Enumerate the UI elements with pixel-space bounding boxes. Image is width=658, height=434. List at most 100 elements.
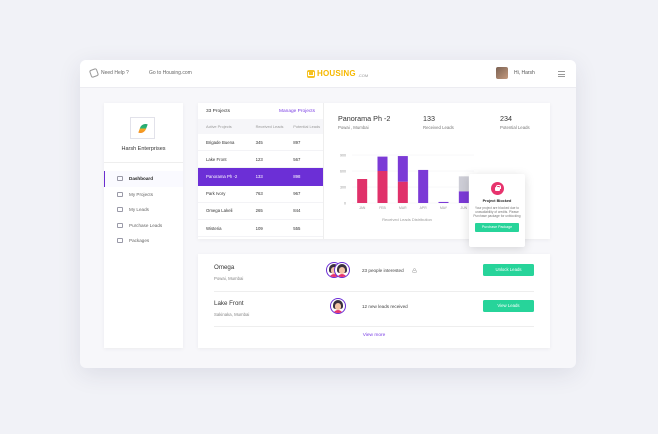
sidebar-item-label: My Projects — [129, 191, 153, 197]
user-menu[interactable]: Hi, Harsh — [496, 67, 535, 79]
chart-bar — [377, 156, 388, 171]
hamburger-menu-icon[interactable] — [558, 71, 565, 77]
table-row[interactable]: Lake Front 123 567 — [198, 151, 323, 169]
potential-leads-label: Potential Leads — [500, 125, 530, 130]
sidebar-nav: Dashboard My Projects My Leads Purchase … — [104, 171, 183, 249]
goto-housing-link[interactable]: Go to Housing.com — [149, 70, 192, 76]
chart-bar — [397, 181, 408, 203]
dashboard-icon — [117, 176, 123, 182]
received-leads: 123 — [255, 156, 263, 162]
chart-bar — [438, 201, 449, 203]
potential-leads: 897 — [293, 139, 301, 145]
lead-location: Sakinaka, Mumbai — [214, 312, 250, 317]
purchase-package-button[interactable]: Purchase Package — [475, 222, 519, 232]
table-column-headers: Active Projects Received Leads Potential… — [198, 119, 323, 134]
sidebar-item-label: Purchase Leads — [129, 222, 163, 228]
company-name: Harsh Enterprises — [121, 146, 166, 152]
table-row[interactable]: Wisteria 109 555 — [198, 220, 323, 238]
top-bar: Need Help ? Go to Housing.com HOUSING .C… — [80, 60, 576, 88]
help-label: Need Help ? — [101, 70, 129, 76]
project-location: Powai , Mumbai — [338, 125, 369, 130]
sidebar-item-my-leads[interactable]: My Leads — [104, 202, 183, 218]
projects-count: 33 Projects — [206, 108, 230, 114]
x-tick-label: FEB — [379, 206, 386, 210]
user-avatar — [496, 67, 508, 79]
potential-leads-value: 234 — [500, 114, 512, 123]
column-header: Active Projects — [206, 124, 232, 129]
logo-suffix: .COM — [357, 72, 369, 78]
app-window: Need Help ? Go to Housing.com HOUSING .C… — [80, 60, 576, 368]
avatar — [334, 262, 350, 278]
leads-card: Omega Powai, Mumbai 23 people interested… — [198, 254, 550, 348]
table-row[interactable]: Park Ivory 763 967 — [198, 186, 323, 203]
projects-table: 33 Projects Manage Projects Active Proje… — [198, 103, 324, 239]
column-header: Potential Leads — [293, 124, 321, 129]
received-leads: 345 — [255, 139, 263, 145]
column-header: Received Leads — [255, 124, 284, 129]
lock-icon — [490, 182, 504, 195]
x-axis-label: Received Leads Distribution — [382, 217, 432, 222]
help-icon — [88, 67, 100, 79]
sidebar-item-dashboard[interactable]: Dashboard — [104, 171, 183, 187]
view-leads-button[interactable]: View Leads — [483, 300, 534, 312]
sidebar-divider — [104, 162, 183, 163]
sidebar-item-packages[interactable]: Packages — [104, 233, 183, 249]
chart-bar — [458, 191, 469, 203]
table-row[interactable]: Omega Lakeli 265 844 — [198, 203, 323, 220]
lead-note: 23 people interested — [362, 268, 404, 273]
received-leads: 265 — [255, 208, 263, 214]
user-greeting: Hi, Harsh — [514, 70, 535, 76]
received-leads-label: Received Leads — [423, 125, 454, 130]
project-name: Lake Front — [206, 156, 227, 162]
view-more-link[interactable]: View more — [362, 333, 386, 338]
housing-logo[interactable]: HOUSING .COM — [307, 69, 368, 78]
potential-leads: 567 — [293, 156, 301, 162]
leads-bar-chart: 0 300 600 900 JAN FEB MAR APR MAY JUN Received Lea… — [340, 153, 474, 222]
sidebar: Harsh Enterprises Dashboard My Projects … — [104, 103, 183, 348]
lead-project-name: Omega — [214, 264, 235, 271]
sidebar-item-my-projects[interactable]: My Projects — [104, 187, 183, 203]
x-tick-label: JAN — [359, 206, 366, 210]
table-row-selected[interactable]: Panorama Ph -2 133 898 — [198, 168, 323, 186]
project-name: Panorama Ph -2 — [206, 173, 238, 179]
received-leads-value: 133 — [423, 114, 435, 123]
project-name: Park Ivory — [206, 191, 226, 197]
potential-leads: 898 — [293, 173, 301, 179]
projects-icon — [117, 191, 123, 197]
x-tick-label: MAR — [399, 206, 407, 210]
project-name: Omega Lakeli — [206, 208, 233, 214]
home-logo-icon — [307, 69, 315, 78]
received-leads: 133 — [255, 173, 263, 179]
potential-leads: 967 — [293, 191, 301, 197]
sidebar-item-label: Dashboard — [129, 176, 153, 182]
table-row[interactable]: Brigade Buena 345 897 — [198, 134, 323, 152]
logo-word: HOUSING — [317, 69, 356, 78]
y-tick-label: 900 — [340, 153, 346, 157]
potential-leads: 555 — [293, 225, 301, 231]
interested-avatars — [326, 298, 356, 315]
help-link[interactable]: Need Help ? — [88, 67, 129, 79]
company-logo — [130, 117, 155, 139]
interested-avatars — [326, 262, 356, 279]
chart-bar — [377, 171, 388, 203]
received-leads-stat: 133 Received Leads — [423, 114, 454, 130]
received-leads: 109 — [255, 225, 263, 231]
lead-divider — [214, 326, 534, 327]
lead-item: Omega Powai, Mumbai 23 people interested… — [198, 254, 550, 290]
project-name: Wisteria — [206, 225, 222, 231]
leaf-logo-icon — [137, 121, 148, 135]
lead-divider — [214, 291, 534, 292]
y-tick-label: 300 — [340, 185, 346, 189]
sidebar-item-purchase-leads[interactable]: Purchase Leads — [104, 218, 183, 234]
leads-icon — [117, 207, 123, 213]
project-blocked-popup: Project Blocked Your project are blocked… — [469, 174, 525, 247]
unlock-leads-button[interactable]: Unlock Leads — [483, 264, 534, 276]
y-tick-label: 600 — [340, 169, 346, 173]
manage-projects-link[interactable]: Manage Projects — [279, 108, 315, 114]
sidebar-item-label: My Leads — [129, 207, 149, 213]
chart-bar — [458, 176, 469, 192]
avatar — [330, 298, 346, 314]
cart-icon — [117, 222, 123, 228]
lead-project-name: Lake Front — [214, 300, 244, 307]
x-tick-label: MAY — [440, 206, 448, 210]
